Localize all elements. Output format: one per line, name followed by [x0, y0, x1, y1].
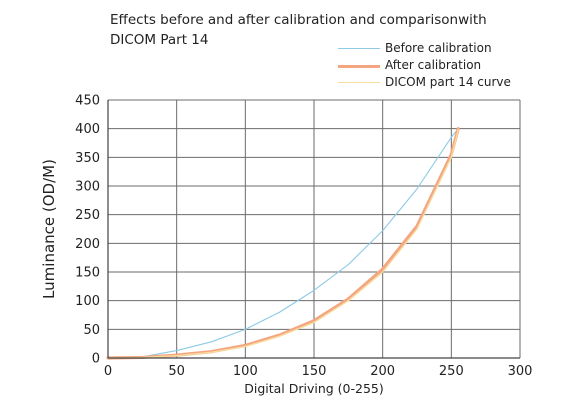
x-tick-label: 50	[168, 364, 185, 379]
y-tick-label: 250	[75, 208, 100, 223]
legend-swatch-after	[338, 65, 380, 68]
y-tick-label: 150	[75, 266, 100, 281]
y-tick-label: 50	[83, 323, 100, 338]
x-tick-label: 150	[302, 364, 327, 379]
x-tick-label: 250	[439, 364, 464, 379]
series-lines	[106, 127, 460, 360]
y-tick-label: 0	[92, 352, 100, 367]
x-tick-label: 300	[508, 364, 533, 379]
x-tick-label: 200	[370, 364, 395, 379]
y-tick-label: 450	[75, 94, 100, 109]
legend-swatch-dicom	[338, 82, 380, 83]
legend-label-before: Before calibration	[385, 41, 492, 55]
legend-label-dicom: DICOM part 14 curve	[385, 75, 511, 89]
y-tick-label: 200	[75, 237, 100, 252]
legend-swatch-before	[338, 48, 380, 49]
chart-title: Effects before and after calibration and…	[110, 10, 530, 50]
series-line-before-calibration	[107, 128, 459, 359]
tick-labels: 0 50 100 150 200 250 300 0 50 100 150 200 250 300 350 4…	[75, 94, 532, 380]
gridlines	[107, 99, 521, 359]
legend-label-after: After calibration	[385, 58, 482, 72]
chart-title-line-1: Effects before and after calibration and…	[110, 12, 487, 28]
series-line-dicom-part-14	[107, 129, 459, 359]
y-tick-label: 400	[75, 122, 100, 137]
y-tick-label: 300	[75, 180, 100, 195]
y-tick-label: 100	[75, 294, 100, 309]
y-tick-label: 350	[75, 151, 100, 166]
y-axis-label: Luminance (OD/M)	[40, 159, 58, 299]
x-axis-label: Digital Driving (0-255)	[244, 381, 384, 396]
axes	[107, 100, 520, 359]
chart-title-line-2: DICOM Part 14	[110, 32, 209, 48]
x-tick-label: 100	[233, 364, 258, 379]
x-tick-label: 0	[104, 364, 112, 379]
